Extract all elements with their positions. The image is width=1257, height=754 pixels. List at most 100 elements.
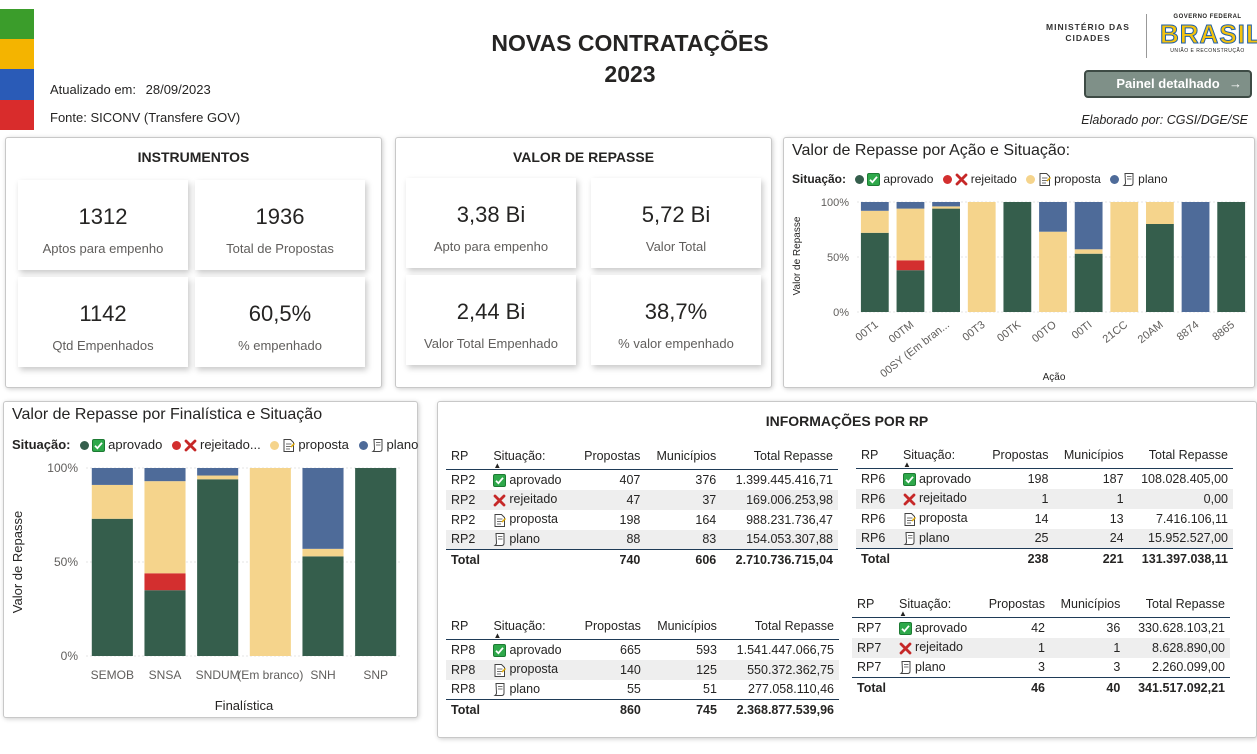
bar-segment-plano[interactable] [860,202,889,211]
table-row[interactable]: RP7 rejeitado 1 1 8.628.890,00 [852,637,1230,658]
y-tick-label: 100% [821,197,849,209]
chart-acao-title: Valor de Repasse por Ação e Situação: [792,142,1071,159]
column-header[interactable]: Municípios [1053,446,1129,469]
table-row[interactable]: RP7 aprovado 42 36 330.628.103,21 [852,618,1230,638]
bar-segment-aprovado[interactable] [91,518,133,656]
table-row[interactable]: RP6 aprovado 198 187 108.028.405,00 [856,469,1233,489]
bar-segment-plano[interactable] [91,468,133,485]
column-header[interactable]: Total Repasse [1128,446,1233,469]
bar-segment-proposta[interactable] [302,548,344,557]
painel-detalhado-button[interactable]: Painel detalhado → [1084,70,1252,98]
bar-segment-plano[interactable] [1074,202,1103,250]
table-row[interactable]: RP2 rejeitado 47 37 169.006.253,98 [446,489,838,510]
column-header[interactable]: RP [852,595,895,618]
x-tick-label: 00TO [1030,319,1059,346]
bar-segment-aprovado[interactable] [302,556,344,656]
scroll-icon [1122,173,1135,187]
bar-segment-rejeitado[interactable] [144,573,186,591]
bar-segment-aprovado[interactable] [896,270,925,312]
bar-segment-aprovado[interactable] [1217,202,1246,312]
bar-segment-proposta[interactable] [967,202,996,312]
bar-segment-plano[interactable] [197,468,239,476]
column-header[interactable]: Situação: ▲ [488,617,574,640]
table-row[interactable]: RP6 plano 25 24 15.952.527,00 [856,528,1233,549]
column-header[interactable]: Propostas [573,617,646,640]
bar-segment-aprovado[interactable] [1003,202,1032,312]
x-tick-label: 00T1 [854,319,881,344]
bar-segment-aprovado[interactable] [860,232,889,312]
column-header[interactable]: Total Repasse [721,617,839,640]
column-header[interactable]: Municípios [645,447,722,470]
column-header[interactable]: Propostas [573,447,646,470]
table-row[interactable]: RP2 proposta 198 164 988.231.736,47 [446,510,838,530]
bar-segment-proposta[interactable] [1146,202,1174,224]
total-repasse-cell: 0,00 [1128,488,1233,509]
bar-segment-proposta[interactable] [197,475,239,480]
column-header[interactable]: Propostas [978,595,1050,618]
bar-segment-proposta[interactable] [144,481,186,574]
bar-segment-aprovado[interactable] [932,208,960,312]
column-header-label: Situação: [493,619,546,633]
bar-segment-plano[interactable] [896,202,925,209]
table-row[interactable]: RP8 aprovado 665 593 1.541.447.066,75 [446,640,839,660]
rp-cell: RP2 [451,472,476,487]
column-header[interactable]: Situação: ▲ [488,447,574,470]
table-row[interactable]: RP8 plano 55 51 277.058.110,46 [446,680,839,700]
column-header[interactable]: RP [446,447,489,470]
table-total-row: Total 860 745 2.368.877.539,96 [446,699,839,720]
column-header[interactable]: Total Repasse [721,447,838,470]
updated-value: 28/09/2023 [145,82,211,97]
bar-segment-proposta[interactable] [1074,249,1103,254]
column-header[interactable]: Total Repasse [1125,595,1230,618]
propostas-cell: 140 [573,659,646,680]
bar-segment-proposta[interactable] [249,468,291,656]
table-row[interactable]: RP2 aprovado 407 376 1.399.445.416,71 [446,470,838,490]
column-header-label: Total Repasse [1145,597,1225,611]
table-row[interactable]: RP6 rejeitado 1 1 0,00 [856,488,1233,509]
bar-segment-plano[interactable] [144,468,186,482]
propostas-cell: 25 [982,528,1054,549]
column-header[interactable]: RP [446,617,489,640]
total-repasse-cell: 988.231.736,47 [746,512,833,527]
column-header[interactable]: Propostas [982,446,1054,469]
total-propostas: 46 [978,677,1050,698]
situacao-cell: plano [488,529,574,550]
bar-segment-proposta[interactable] [932,206,960,209]
table-row[interactable]: RP6 proposta 14 13 7.416.106,11 [856,509,1233,529]
bar-segment-rejeitado[interactable] [896,260,925,271]
bar-segment-aprovado[interactable] [1146,224,1174,312]
situacao-cell: plano [894,658,978,678]
column-header[interactable]: Situação: ▲ [897,446,983,469]
x-tick-label: SNDUM [196,668,240,682]
bar-segment-aprovado[interactable] [197,479,239,656]
bar-segment-plano[interactable] [1039,202,1067,232]
bar-segment-proposta[interactable] [91,484,133,519]
table-row[interactable]: RP2 plano 88 83 154.053.307,88 [446,529,838,550]
bar-segment-proposta[interactable] [1039,231,1067,312]
bar-segment-aprovado[interactable] [355,468,397,656]
bar-segment-aprovado[interactable] [1074,253,1103,312]
sort-asc-icon: ▲ [493,631,502,640]
bar-segment-proposta[interactable] [860,210,889,233]
kpi-card-apto-empenho: 3,38 Bi Apto para empenho [406,178,576,268]
total-repasse-cell: 277.058.110,46 [748,682,834,697]
bar-segment-aprovado[interactable] [144,590,186,656]
rp6-table: RP Situação: ▲ Propostas Municípios Total Rep… [856,446,1233,569]
bar-segment-proposta[interactable] [896,208,925,261]
sort-asc-icon: ▲ [899,609,907,618]
column-header[interactable]: Municípios [645,617,722,640]
bar-segment-plano[interactable] [1181,202,1210,312]
bar-segment-plano[interactable] [302,468,344,549]
column-header[interactable]: Municípios [1050,595,1126,618]
column-header[interactable]: Situação: ▲ [894,595,979,618]
table-row[interactable]: RP8 proposta 140 125 550.372.362,75 [446,659,839,680]
municipios-cell: 37 [645,489,722,510]
column-header[interactable]: RP [856,446,898,469]
total-repasse-cell: 330.628.103,21 [1138,620,1225,635]
kpi-value: 1142 [79,301,127,326]
table-row[interactable]: RP7 plano 3 3 2.260.099,00 [852,658,1230,678]
bar-segment-proposta[interactable] [1110,202,1139,312]
bar-segment-plano[interactable] [932,202,960,207]
y-axis-title: Valor de Repasse [10,511,25,613]
source-text: Fonte: SICONV (Transfere GOV) [50,110,241,125]
